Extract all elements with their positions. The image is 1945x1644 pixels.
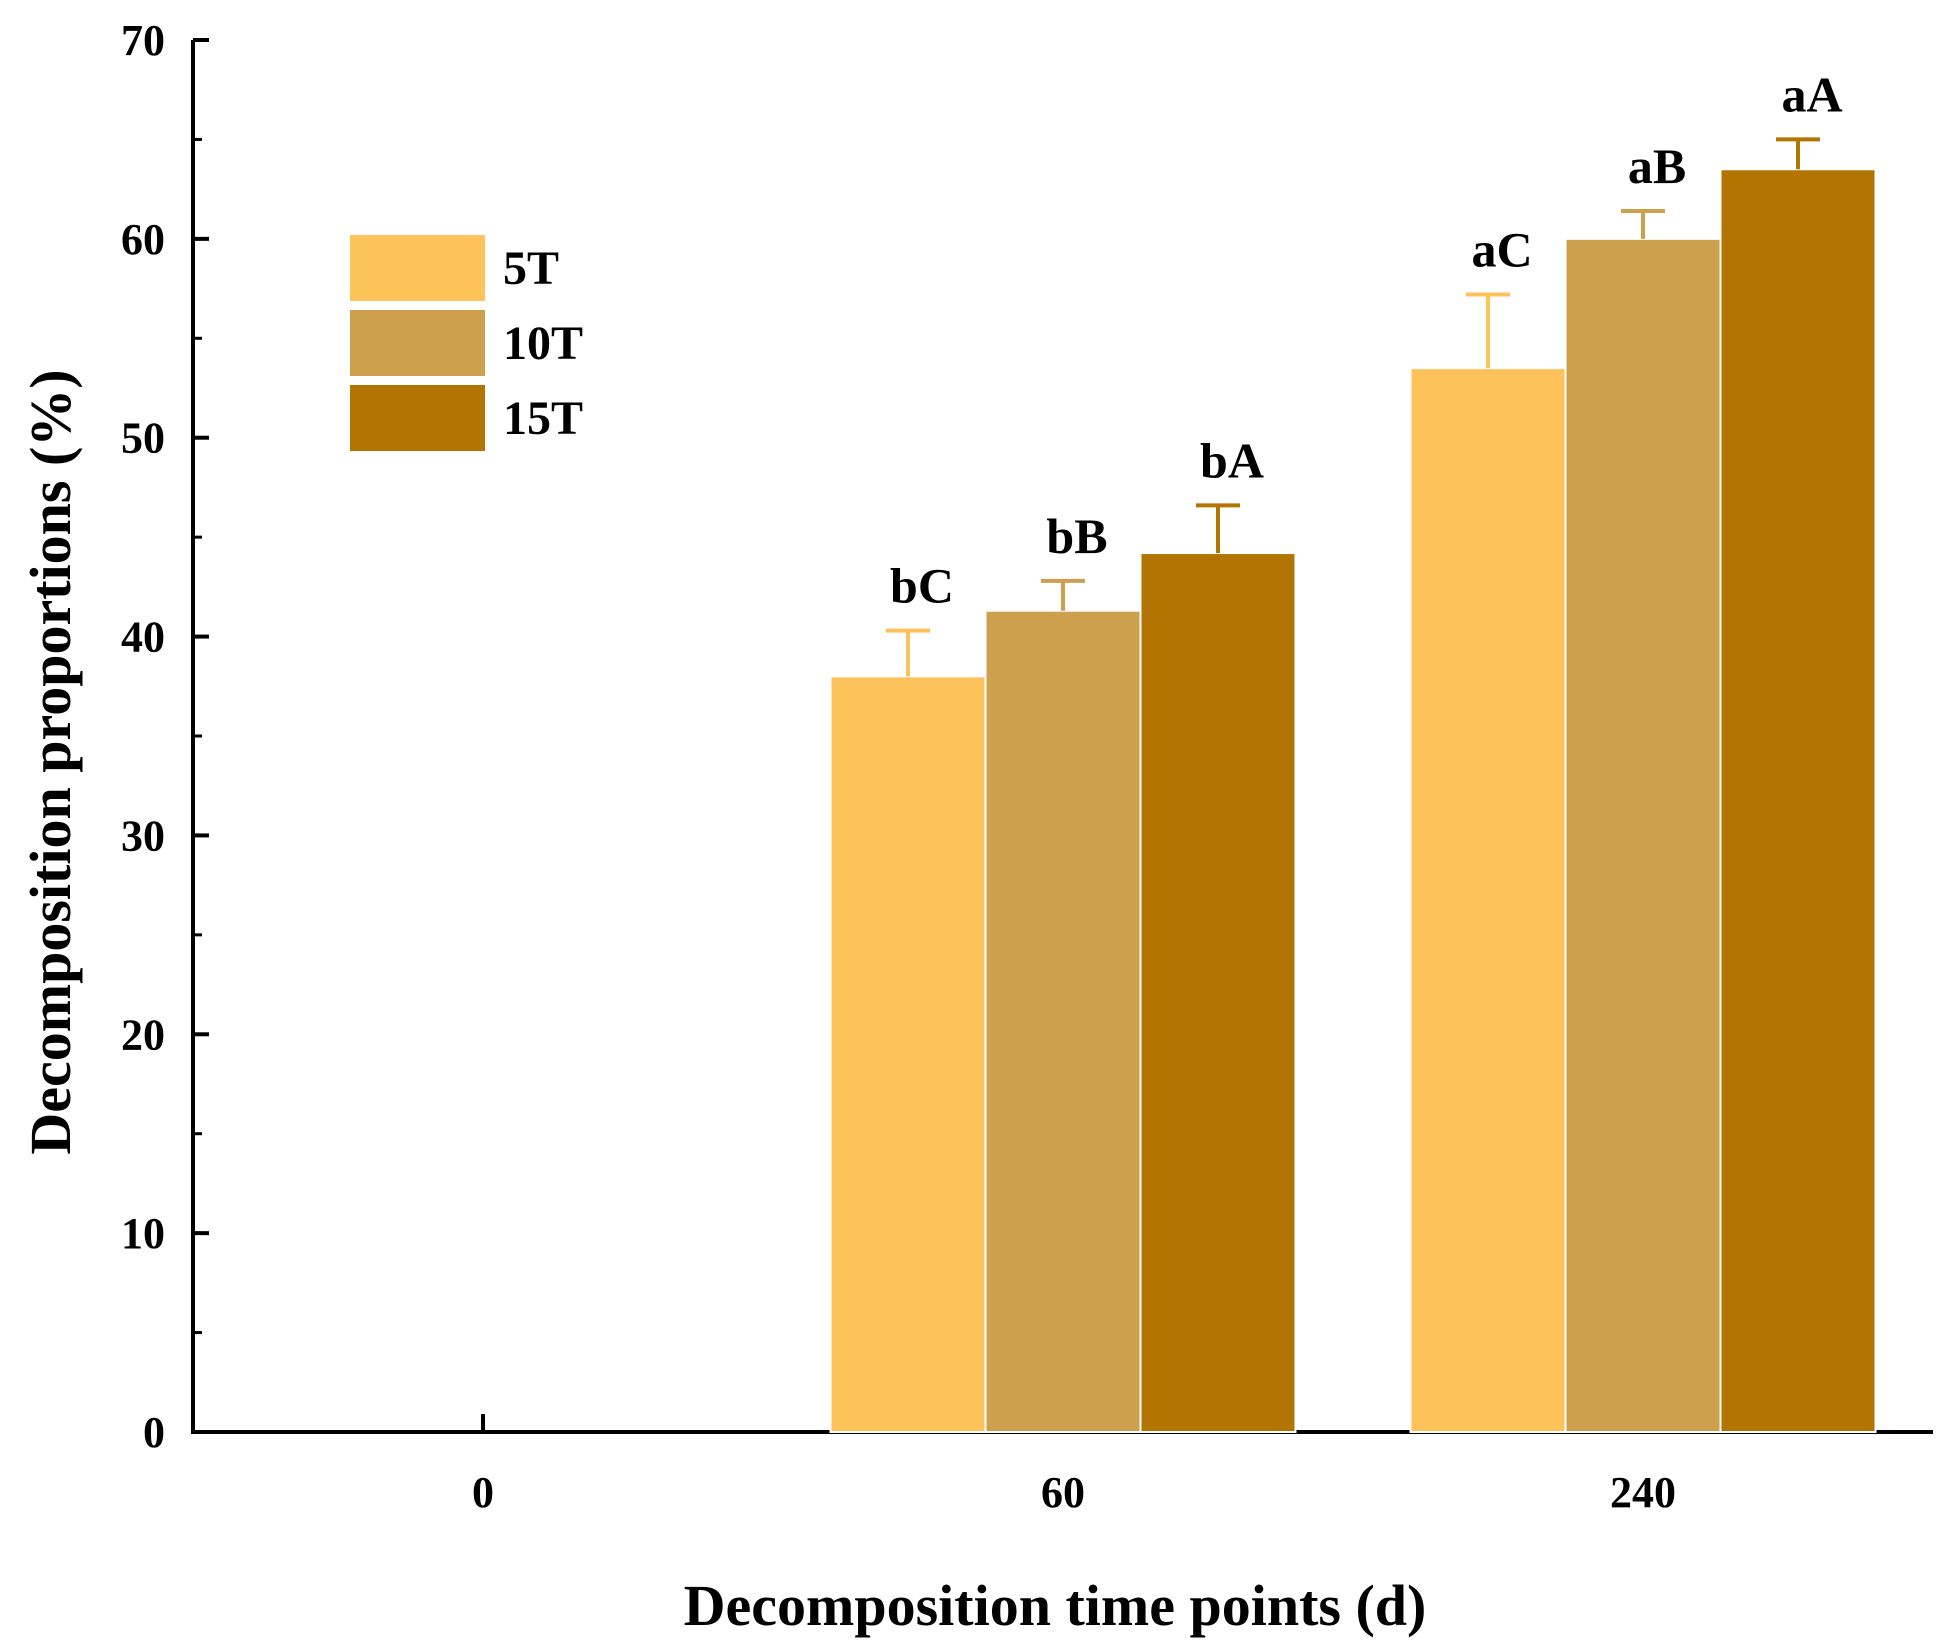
y-tick-label: 70: [121, 16, 165, 65]
legend-label-15T: 15T: [503, 392, 583, 445]
x-tick-label: 60: [1041, 1468, 1085, 1517]
bar-5T-240: [1409, 367, 1567, 1434]
y-tick-label: 30: [121, 811, 165, 860]
legend-swatch-10T: [350, 310, 485, 376]
legend-label-5T: 5T: [503, 242, 559, 295]
significance-label: aC: [1471, 222, 1532, 278]
significance-label: bC: [890, 558, 954, 614]
error-bars-group: [886, 137, 1820, 677]
y-tick-label: 10: [121, 1209, 165, 1258]
y-tick-label: 0: [143, 1408, 165, 1457]
bar-15T-60: [1139, 552, 1297, 1433]
bars-group: [829, 168, 1877, 1434]
y-tick-label: 40: [121, 613, 165, 662]
legend: 5T 10T 15T: [350, 235, 583, 451]
axes: 0 10 20 30 40 50 60 70 0 60 240: [121, 16, 1933, 1517]
bar-10T-60: [984, 609, 1142, 1433]
legend-label-10T: 10T: [503, 317, 583, 370]
bar-5T-60: [829, 675, 987, 1433]
significance-label: aA: [1781, 66, 1842, 122]
y-axis-title: Decomposition proportions (%): [18, 369, 83, 1154]
x-tick-label: 240: [1610, 1468, 1676, 1517]
legend-swatch-15T: [350, 385, 485, 451]
significance-labels-group: bC aC bB aB bA aA: [890, 66, 1843, 613]
significance-label: bB: [1046, 508, 1107, 564]
y-tick-label: 50: [121, 414, 165, 463]
x-axis-title: Decomposition time points (d): [684, 1573, 1427, 1638]
x-tick-label: 0: [472, 1468, 494, 1517]
y-tick-label: 60: [121, 215, 165, 264]
significance-label: aB: [1628, 138, 1686, 194]
bar-15T-240: [1719, 168, 1877, 1433]
bar-10T-240: [1564, 237, 1722, 1433]
y-tick-label: 20: [121, 1010, 165, 1059]
significance-label: bA: [1200, 432, 1264, 488]
legend-swatch-5T: [350, 235, 485, 301]
